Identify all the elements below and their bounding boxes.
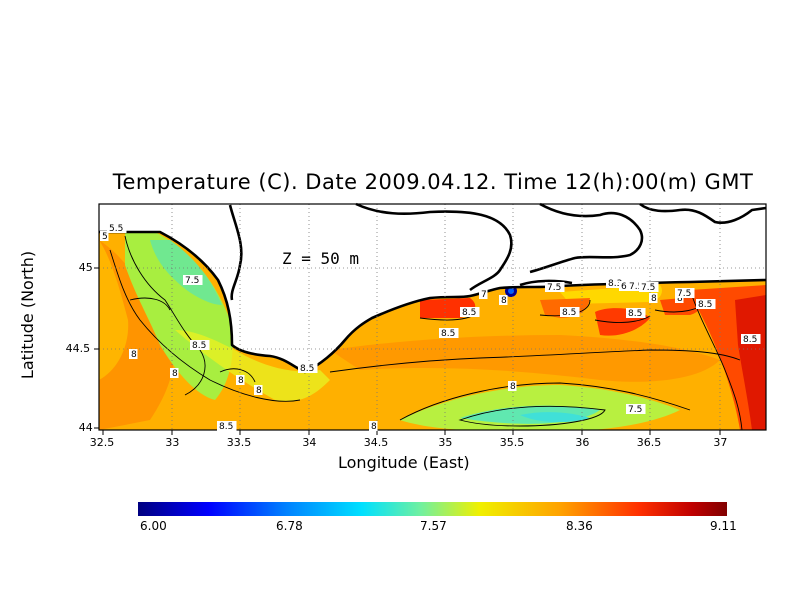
x-tick-label: 33	[165, 436, 180, 449]
contour-label: 7.5	[628, 405, 642, 415]
contour-label: 6	[621, 282, 627, 292]
contour-label-bg	[129, 349, 138, 359]
contour-label-bg	[254, 385, 263, 395]
contour-label: 8.5	[300, 364, 314, 374]
contour-label: 8.5	[698, 300, 712, 310]
contour-label-bg	[626, 308, 646, 318]
colorbar-tick-label: 8.36	[566, 519, 593, 533]
contour-label-bg	[639, 282, 659, 292]
contour-label-bg	[460, 307, 480, 317]
coastline	[99, 230, 767, 374]
contour-label-bg	[479, 289, 488, 299]
contour-label: 5	[102, 232, 108, 242]
contour-label: 7.5	[547, 283, 561, 293]
contour-label: 8.5	[462, 308, 476, 318]
contour-label: 8	[172, 369, 178, 379]
contour-label-bg	[508, 381, 517, 391]
chart-title: Temperature (C). Date 2009.04.12. Time 1…	[112, 170, 754, 194]
y-tick-label: 44.5	[65, 342, 91, 355]
contour-label-bg	[236, 375, 245, 385]
contour-label: 8	[510, 382, 516, 392]
contour-label: 8.5	[562, 308, 576, 318]
contour-label-bg	[217, 421, 237, 431]
contour-label: 8	[238, 376, 244, 386]
contour-label-bg	[606, 278, 626, 288]
contour-label-bg	[499, 295, 508, 305]
contour-label: 8	[256, 386, 262, 396]
x-tick-label: 35.5	[499, 436, 525, 449]
x-tick-label: 37	[713, 436, 728, 449]
contour-label: 7.5	[677, 289, 691, 299]
contour-label-bg	[649, 293, 658, 303]
cool-tongue	[125, 232, 233, 400]
depth-label: Z = 50 m	[282, 249, 359, 268]
x-axis-label: Longitude (East)	[338, 453, 470, 472]
contour-label: 8.5	[219, 422, 233, 432]
x-tick-label: 34.5	[363, 436, 389, 449]
x-tick-label: 35	[438, 436, 453, 449]
contour-label-bg	[545, 282, 565, 292]
contour-label: 8.5	[192, 341, 206, 351]
contour-label-bg	[298, 363, 318, 373]
contour-label-bg	[100, 231, 109, 241]
contour-label: 5.5	[109, 224, 123, 234]
x-tick-label: 36	[575, 436, 590, 449]
x-tick-label: 34	[302, 436, 317, 449]
colorbar	[138, 502, 727, 516]
contour-label-bg	[675, 288, 695, 298]
contour-label: 8	[131, 350, 137, 360]
contour-label: 7.5	[629, 282, 643, 292]
land-mass	[99, 204, 766, 372]
contour-label-bg	[439, 328, 459, 338]
contour-label-bg	[170, 368, 179, 378]
contour-label-bg	[696, 299, 716, 309]
x-tick-label: 32.5	[89, 436, 115, 449]
contour-label: 8	[501, 296, 507, 306]
contour-label: 7.5	[185, 276, 199, 286]
colorbar-tick-label: 9.11	[710, 519, 737, 533]
contour-label: 8.5	[441, 329, 455, 339]
colorbar-tick-label: 6.78	[276, 519, 303, 533]
contour-label: 7	[481, 290, 487, 300]
contour-label-bg	[741, 334, 761, 344]
contour-label-bg	[190, 340, 210, 350]
plot-frame	[98, 203, 767, 431]
x-tick-label: 36.5	[636, 436, 662, 449]
contour-label-bg	[619, 281, 628, 291]
contour-label-bg	[626, 404, 646, 414]
contour-label: 8	[651, 294, 657, 304]
contour-label-bg	[627, 281, 647, 291]
contour-label: 8.3	[608, 279, 622, 289]
colorbar-tick-label: 6.00	[140, 519, 167, 533]
coldest-patch-west	[150, 240, 222, 305]
contour-label: 8	[677, 294, 683, 304]
contour-label: 8.5	[628, 309, 642, 319]
grid	[99, 204, 766, 430]
x-tick-label: 33.5	[226, 436, 252, 449]
contour-label-bg	[183, 275, 203, 285]
y-tick-label: 45	[78, 261, 93, 274]
colorbar-tick-label: 7.57	[420, 519, 447, 533]
contour-label-bg	[107, 223, 127, 233]
contour-label: 7.5	[641, 283, 655, 293]
contour-label: 8	[371, 422, 377, 432]
y-tick-label: 44	[78, 421, 93, 434]
contour-label-bg	[560, 307, 580, 317]
contour-label: 8.5	[743, 335, 757, 345]
y-axis-label: Latitude (North)	[18, 250, 37, 380]
contour-label-bg	[369, 421, 378, 431]
